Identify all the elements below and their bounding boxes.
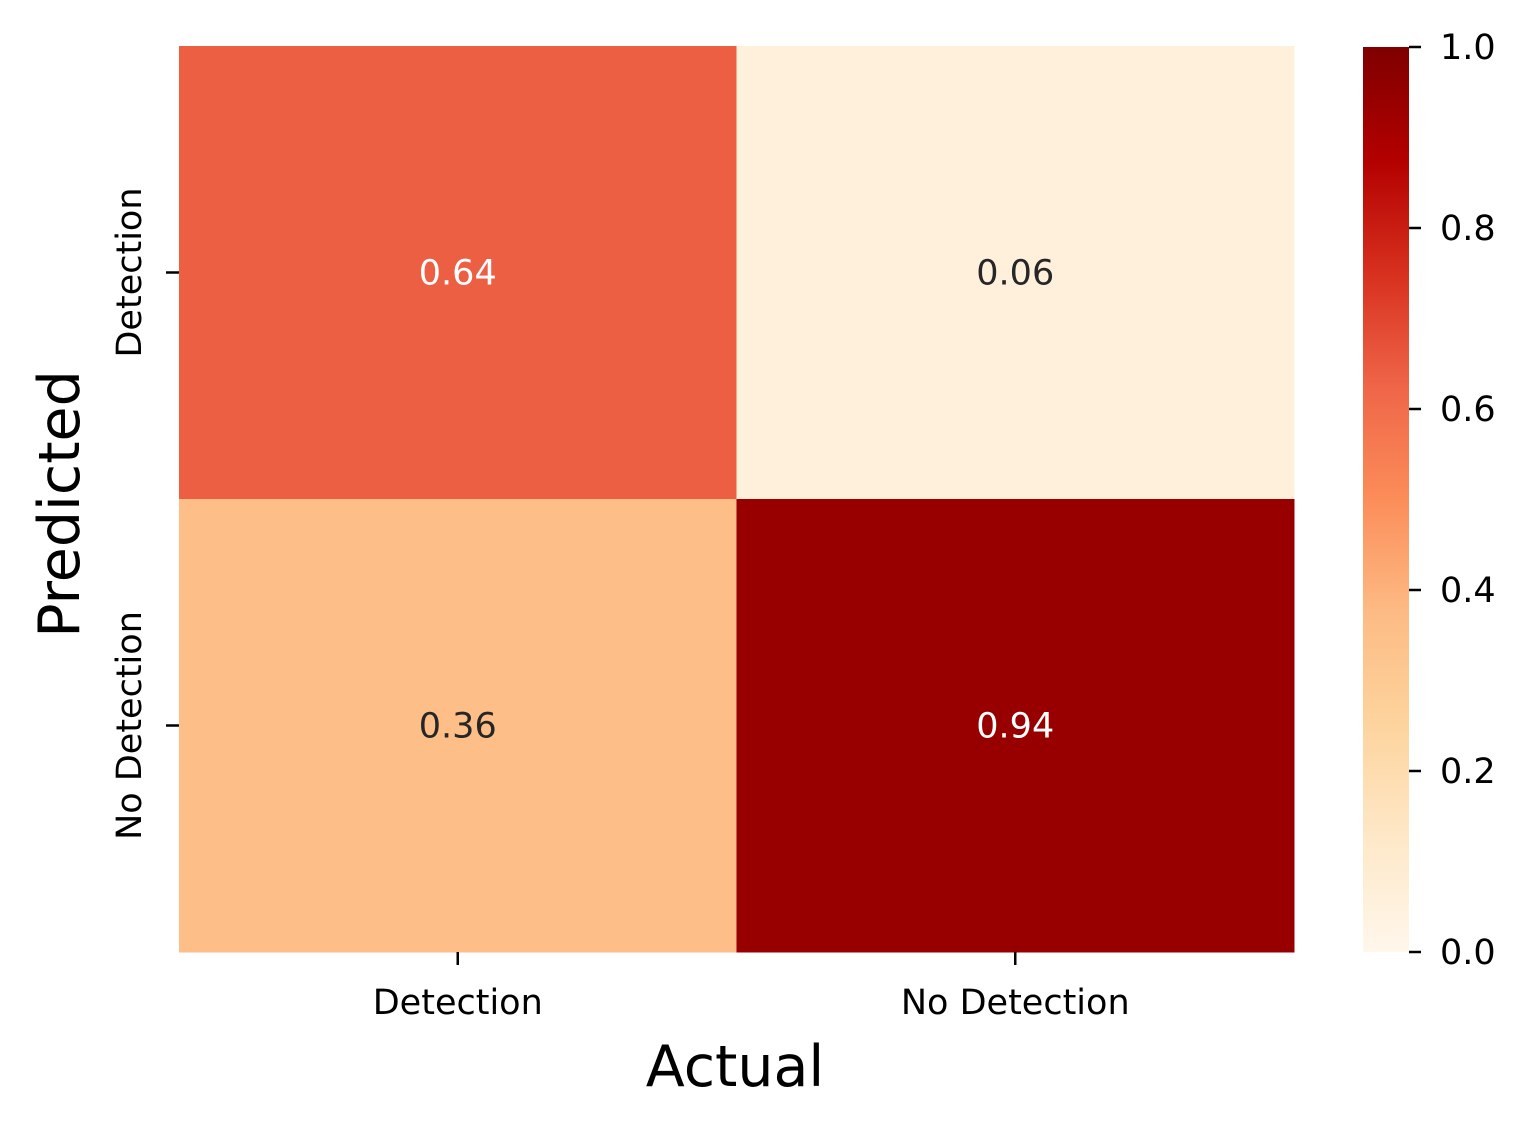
x-tick-label: No Detection xyxy=(901,983,1130,1023)
y-tick-label: No Detection xyxy=(110,611,150,840)
colorbar-ticks: 0.0 0.2 0.4 0.6 0.8 1.0 xyxy=(1409,28,1496,973)
heatmap-cells: 0.64 0.06 0.36 0.94 xyxy=(179,46,1295,953)
cell-value-label-r0-c1: 0.06 xyxy=(976,254,1054,294)
cell-value-label-r0-c0: 0.64 xyxy=(419,254,497,294)
colorbar-tick-label: 0.0 xyxy=(1440,933,1496,973)
x-tick-label: Detection xyxy=(373,983,543,1023)
x-axis-ticks: Detection No Detection xyxy=(373,952,1130,1023)
cell-value-label-r1-c0: 0.36 xyxy=(419,707,497,747)
colorbar-tick-label: 0.4 xyxy=(1440,571,1496,611)
heatmap-cell-r1-c0 xyxy=(179,499,737,953)
y-axis-label: Predicted xyxy=(27,370,93,638)
colorbar-tick-label: 1.0 xyxy=(1440,28,1496,68)
heatmap-cell-r0-c0 xyxy=(179,46,737,500)
y-tick-label: Detection xyxy=(110,187,150,357)
colorbar-tick-label: 0.8 xyxy=(1440,209,1496,249)
heatmap-cell-r1-c1 xyxy=(736,499,1295,953)
heatmap-cell-r0-c1 xyxy=(736,46,1295,500)
y-axis-ticks: Detection No Detection xyxy=(110,187,179,840)
x-axis-label: Actual xyxy=(646,1034,825,1100)
colorbar-tick-label: 0.6 xyxy=(1440,390,1496,430)
colorbar-tick-label: 0.2 xyxy=(1440,752,1496,792)
cell-value-label-r1-c1: 0.94 xyxy=(976,707,1054,747)
colorbar xyxy=(1363,47,1409,952)
